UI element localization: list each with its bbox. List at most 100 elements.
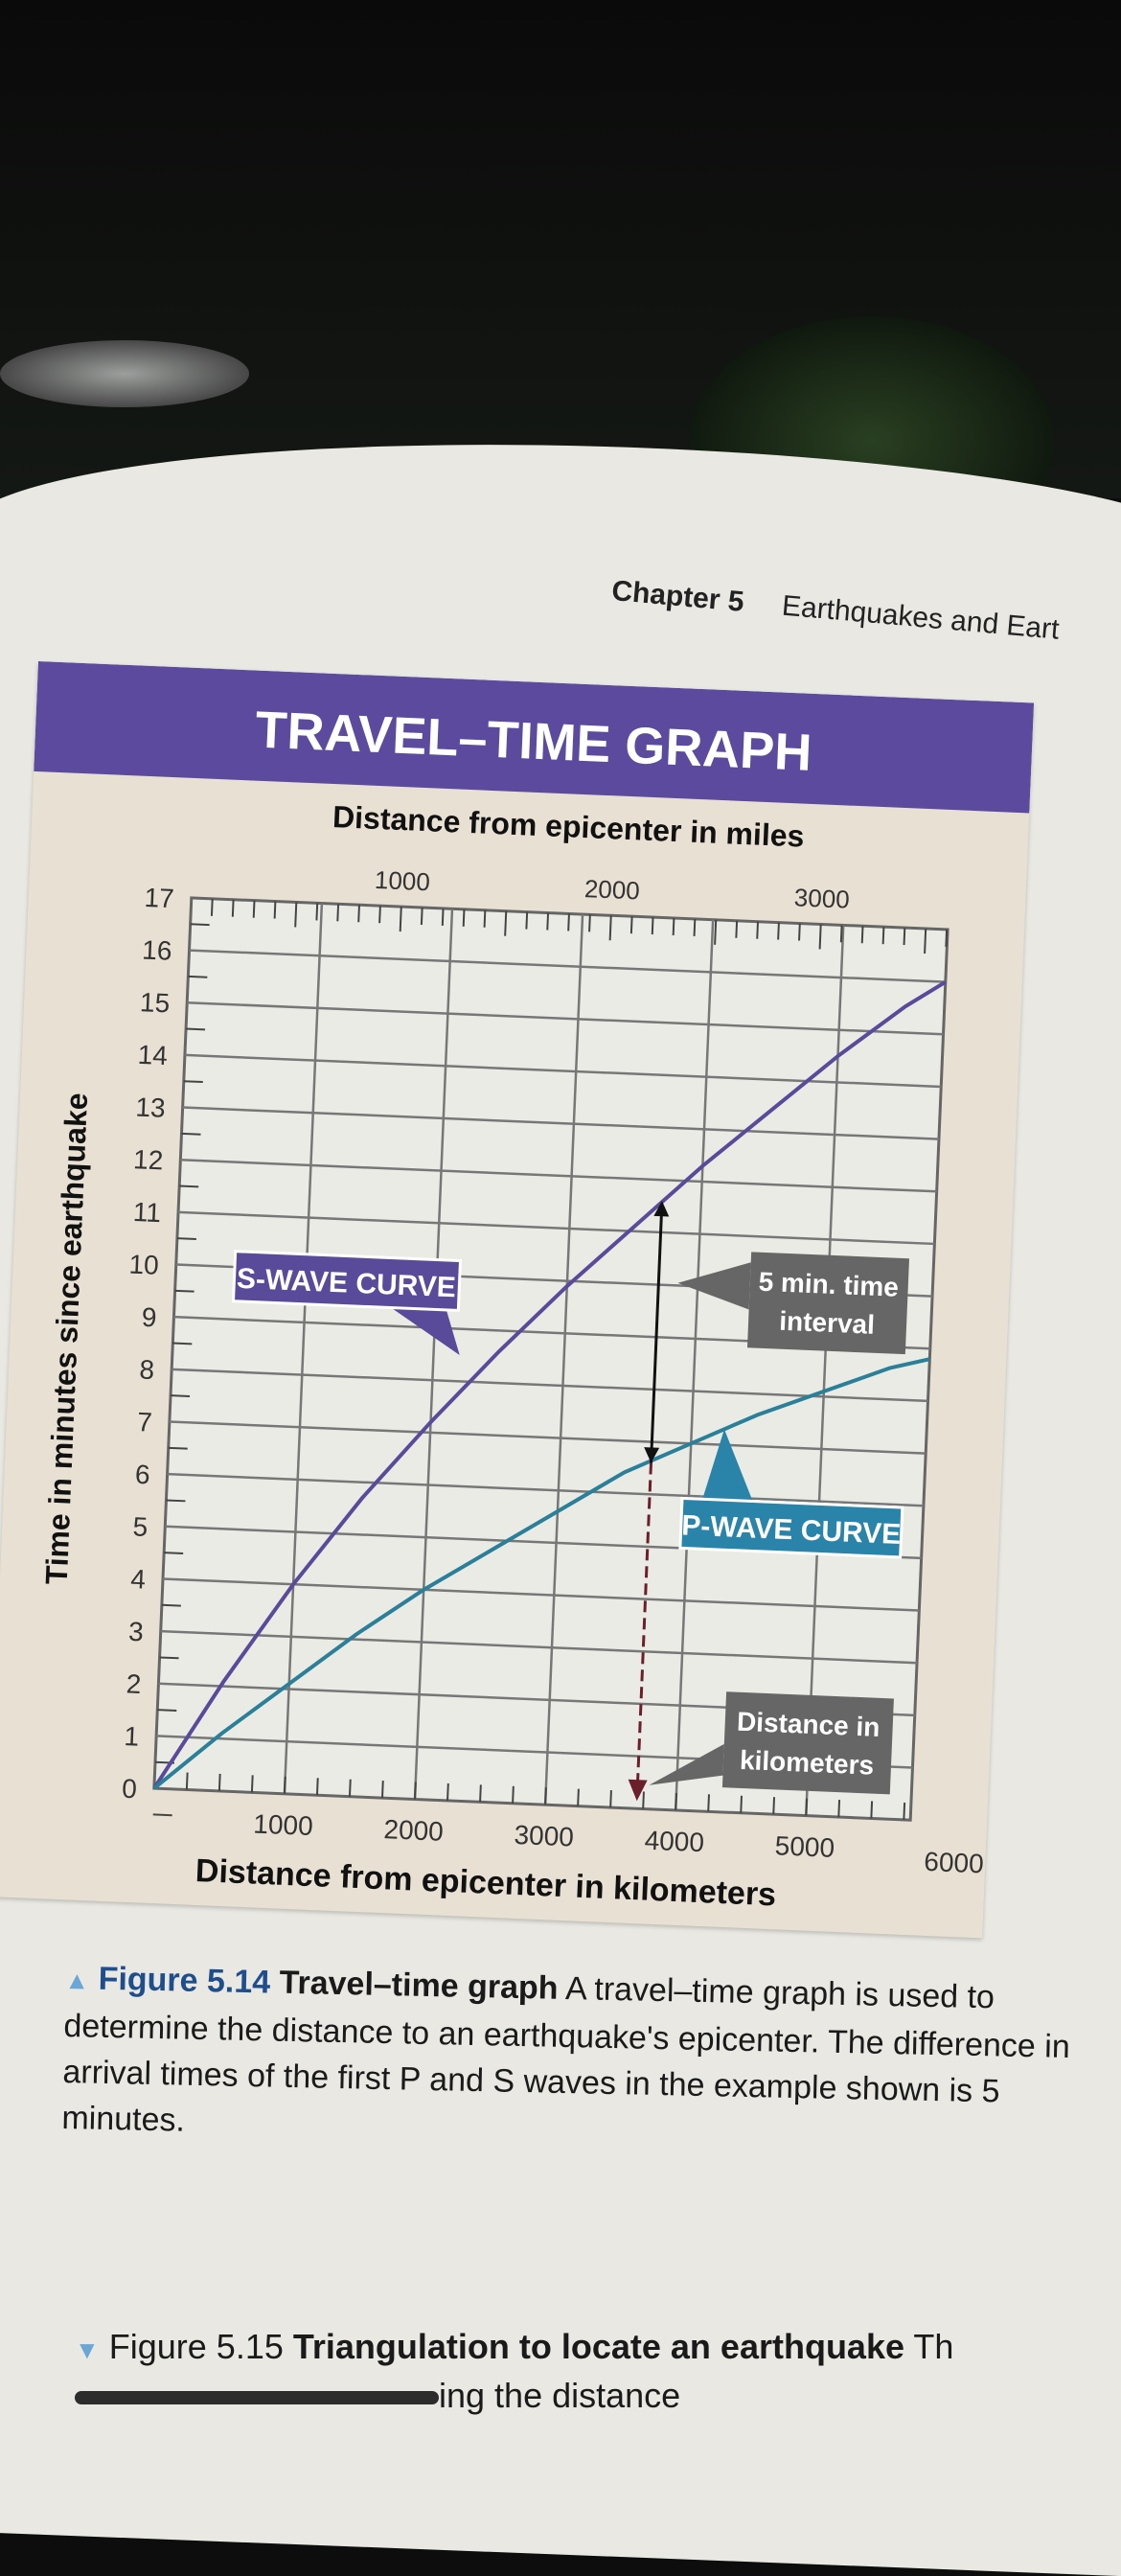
minor-tick-miles: [945, 929, 949, 947]
minor-tick-miles: [714, 919, 718, 945]
arrow-down-icon: [644, 1447, 660, 1463]
y-axis-label: Time in minutes since earthquake: [39, 1092, 94, 1585]
distance-label-line2: kilometers: [739, 1745, 874, 1781]
minor-tick-miles: [839, 925, 843, 943]
x2-tick-label: 1000: [374, 865, 430, 896]
p-wave-label-box: [678, 1496, 904, 1559]
minor-tick-y: [183, 1080, 203, 1084]
minor-tick-miles: [504, 910, 508, 936]
x-tick-label: 5000: [774, 1830, 835, 1863]
minor-tick-y: [186, 1027, 206, 1031]
minor-tick-miles: [608, 915, 612, 941]
p-wave-pointer: [701, 1429, 754, 1505]
minor-tick-miles: [860, 926, 864, 944]
grid-line-y: [178, 1210, 935, 1246]
minor-tick-y: [157, 1709, 177, 1712]
y-tick-label: 4: [130, 1564, 147, 1595]
grid-line-y: [169, 1420, 927, 1455]
next-caption-text-start: Th: [913, 2327, 954, 2366]
grid-line-x: [805, 925, 845, 1816]
y-tick-label: 7: [137, 1407, 153, 1438]
minor-tick-x: [870, 1801, 874, 1819]
interval-label-line2: interval: [779, 1306, 876, 1340]
background-object: [0, 340, 249, 407]
y-tick-label: 14: [137, 1040, 168, 1070]
minor-tick-miles: [777, 922, 780, 940]
minor-tick-miles: [294, 902, 298, 928]
redaction-bar: [75, 2391, 439, 2405]
x-tick-label: 1000: [253, 1808, 314, 1841]
grid-line-y: [189, 949, 946, 983]
next-caption-figure-number: Figure 5.15: [108, 2327, 284, 2366]
x2-tick-label: 3000: [793, 883, 850, 913]
y-tick-label: 3: [127, 1617, 144, 1647]
minor-tick-y: [181, 1132, 201, 1136]
p-wave-curve: [152, 1357, 930, 1790]
triangle-down-icon: ▼: [75, 2335, 100, 2364]
minor-tick-x: [185, 1772, 189, 1790]
distance-label-line1: Distance in: [736, 1707, 881, 1742]
minor-tick-x: [414, 1782, 417, 1800]
minor-tick-miles: [399, 907, 402, 932]
minor-tick-x: [217, 1773, 221, 1791]
caption-figure-title: Travel–time graph: [279, 1964, 559, 2007]
minor-tick-miles: [441, 908, 445, 926]
grid-line-y: [180, 1158, 937, 1193]
minor-tick-miles: [357, 905, 360, 923]
minor-tick-y: [190, 923, 210, 927]
minor-tick-miles: [378, 906, 381, 924]
title-bar: [34, 661, 1035, 814]
minor-tick-x: [381, 1781, 384, 1799]
y-tick-label: 10: [128, 1249, 159, 1279]
grid-line-y: [172, 1368, 928, 1403]
minor-tick-x: [250, 1775, 254, 1793]
distance-pointer: [649, 1743, 724, 1785]
minor-tick-y: [159, 1656, 179, 1660]
minor-tick-x: [577, 1788, 580, 1806]
minor-tick-miles: [693, 918, 697, 936]
minor-tick-x: [446, 1782, 449, 1801]
minor-tick-y: [172, 1342, 193, 1346]
minor-tick-miles: [210, 898, 214, 916]
x-tick-label: 6000: [924, 1847, 985, 1879]
figure-caption: ▲ Figure 5.14 Travel–time graph A travel…: [61, 1955, 1100, 2163]
minor-tick-x: [740, 1795, 744, 1813]
grid-line-y: [182, 1106, 939, 1140]
x-tick-label: 2000: [383, 1814, 445, 1847]
x2-tick-label: 2000: [583, 874, 640, 905]
x-tick-label: 3000: [514, 1820, 575, 1852]
caption-figure-number: Figure 5.14: [98, 1960, 271, 2001]
grid-line-y: [162, 1577, 920, 1612]
minor-tick-x: [772, 1797, 776, 1815]
minor-tick-miles: [651, 917, 654, 935]
running-header: Chapter 5 Earthquakes and Eart: [610, 575, 1061, 647]
minor-tick-miles: [462, 908, 466, 927]
grid-line-y: [184, 1053, 942, 1089]
grid-line-x: [283, 903, 324, 1794]
y-tick-label: 15: [139, 987, 170, 1018]
minor-tick-x: [283, 1776, 286, 1794]
interval-label-box: [746, 1252, 910, 1355]
y-tick-label: 8: [139, 1354, 155, 1385]
minor-tick-miles: [735, 920, 739, 938]
minor-tick-miles: [924, 928, 927, 954]
minor-tick-y: [188, 975, 208, 978]
y-tick-label: 0: [122, 1774, 138, 1805]
next-caption-figure-title: Triangulation to locate an earthquake: [292, 2327, 904, 2366]
minor-tick-x: [675, 1792, 677, 1810]
y-tick-label: 11: [132, 1197, 161, 1228]
minor-tick-y: [152, 1813, 172, 1817]
minor-tick-x: [642, 1791, 645, 1809]
minor-tick-miles: [672, 917, 675, 936]
y-tick-label: 5: [132, 1511, 149, 1542]
minor-tick-miles: [336, 904, 340, 922]
y-tick-label: 13: [135, 1092, 166, 1122]
minor-tick-miles: [798, 923, 801, 941]
s-wave-label-box: [231, 1250, 463, 1313]
arrow-down-icon: [628, 1779, 648, 1802]
grid-line-x: [413, 908, 454, 1800]
chapter-number: Chapter 5: [610, 575, 745, 618]
interval-arrow: [650, 1214, 663, 1463]
minor-tick-y: [168, 1446, 188, 1450]
next-figure-caption: ▼ Figure 5.15 Triangulation to locate an…: [75, 2324, 1110, 2419]
